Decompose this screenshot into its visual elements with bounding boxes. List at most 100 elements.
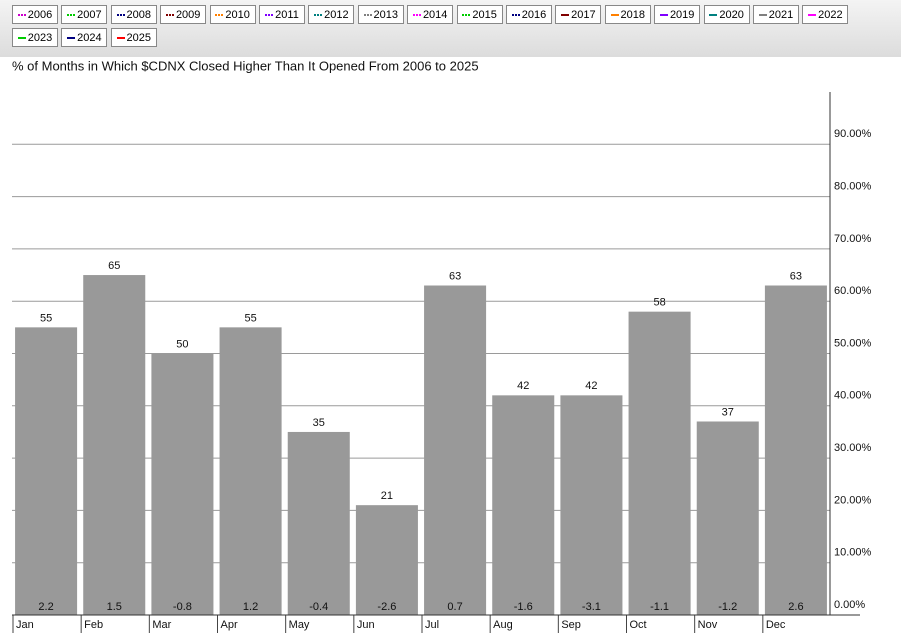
x-tick-label: Aug (493, 619, 513, 631)
year-toggle[interactable]: 2014 (407, 5, 454, 24)
legend-label: 2016 (521, 9, 547, 21)
legend-bar: 2006 2007 2008 2009 2010 2011 2012 2013 2014 2015… (0, 0, 901, 57)
y-tick-label: 0.00% (834, 599, 865, 611)
legend-swatch (17, 14, 26, 17)
legend-label: 2009 (175, 9, 201, 21)
year-toggle[interactable]: 2016 (506, 5, 552, 24)
value-label: 42 (585, 380, 597, 392)
year-toggle[interactable]: 2020 (703, 5, 750, 24)
x-tick-label: Sep (561, 619, 581, 631)
value-label: 55 (244, 312, 256, 324)
y-tick-label: 40.00% (834, 390, 872, 402)
x-tick-label: Dec (766, 619, 786, 631)
y-tick-label: 70.00% (834, 233, 872, 245)
y-tick-label: 30.00% (834, 442, 872, 454)
year-toggle[interactable]: 2017 (555, 5, 602, 24)
year-toggle[interactable]: 2019 (654, 5, 701, 24)
value-label: 58 (653, 297, 665, 309)
avg-change-label: -0.4 (309, 601, 328, 613)
legend-swatch (659, 14, 668, 17)
x-tick-label: Jun (357, 619, 375, 631)
year-toggle[interactable]: 2011 (259, 5, 305, 24)
value-label: 50 (176, 338, 188, 350)
legend-label: 2015 (472, 9, 497, 21)
value-label: 37 (722, 406, 734, 418)
legend-swatch (709, 14, 718, 17)
legend-swatch (17, 37, 26, 40)
bar (15, 327, 78, 615)
year-toggle[interactable]: 2018 (604, 5, 651, 24)
legend-label: 2012 (324, 9, 349, 21)
legend-label: 2023 (27, 32, 53, 44)
legend-label: 2025 (126, 32, 152, 44)
value-label: 63 (449, 270, 461, 282)
legend-swatch (116, 14, 125, 17)
year-toggle[interactable]: 2013 (357, 5, 404, 24)
bar (492, 395, 555, 615)
avg-change-label: -3.1 (582, 601, 601, 613)
y-tick-label: 80.00% (834, 181, 872, 193)
y-tick-label: 90.00% (834, 128, 872, 140)
value-label: 63 (790, 270, 802, 282)
legend-swatch (67, 14, 76, 17)
value-label: 55 (40, 312, 52, 324)
year-toggle[interactable]: 2022 (802, 5, 849, 24)
y-tick-label: 10.00% (834, 547, 872, 559)
chart-title: % of Months in Which $CDNX Closed Higher… (12, 58, 479, 73)
value-label: 65 (108, 260, 120, 272)
avg-change-label: -1.2 (718, 601, 737, 613)
year-toggle[interactable]: 2007 (61, 5, 108, 24)
legend-swatch (511, 14, 520, 17)
legend-swatch (412, 14, 421, 17)
legend-label: 2011 (275, 9, 299, 21)
legend-swatch (363, 14, 372, 17)
legend-label: 2006 (27, 9, 53, 21)
legend-label: 2014 (422, 9, 448, 21)
bar (355, 505, 418, 615)
legend-swatch (215, 14, 224, 17)
avg-change-label: 1.2 (243, 601, 258, 613)
bar (560, 395, 623, 615)
legend-swatch (67, 37, 76, 40)
legend-swatch (462, 14, 471, 17)
x-tick-label: May (289, 619, 310, 631)
bar (764, 285, 827, 615)
x-tick-label: Apr (221, 619, 238, 631)
year-toggle[interactable]: 2025 (110, 28, 157, 47)
bar (424, 285, 487, 615)
avg-change-label: -1.1 (650, 601, 669, 613)
legend-label: 2021 (768, 9, 794, 21)
legend-label: 2010 (225, 9, 250, 21)
chart: % of Months in Which $CDNX Closed Higher… (12, 58, 872, 633)
avg-change-label: 1.5 (107, 601, 122, 613)
year-toggle[interactable]: 2008 (110, 5, 157, 24)
legend-swatch (265, 14, 274, 17)
avg-change-label: 2.2 (38, 601, 53, 613)
avg-change-label: -0.8 (173, 601, 192, 613)
year-toggle[interactable]: 2024 (61, 28, 108, 47)
year-toggle[interactable]: 2009 (160, 5, 207, 24)
legend-label: 2008 (126, 9, 152, 21)
bar (83, 275, 146, 615)
x-tick-label: Nov (698, 619, 718, 631)
year-toggle[interactable]: 2010 (209, 5, 256, 24)
legend-label: 2017 (571, 9, 596, 21)
legend-label: 2024 (77, 32, 102, 44)
y-tick-label: 20.00% (834, 494, 872, 506)
y-tick-label: 60.00% (834, 285, 872, 297)
legend-label: 2022 (818, 9, 843, 21)
legend-swatch (610, 14, 619, 17)
year-toggle[interactable]: 2021 (753, 5, 799, 24)
bar (696, 421, 759, 615)
year-toggle[interactable]: 2006 (12, 5, 58, 24)
value-label: 21 (381, 490, 393, 502)
x-tick-label: Jan (16, 619, 34, 631)
value-label: 35 (313, 417, 325, 429)
year-toggle[interactable]: 2023 (12, 28, 58, 47)
legend-label: 2019 (669, 9, 695, 21)
y-tick-label: 50.00% (834, 337, 872, 349)
year-toggle[interactable]: 2015 (456, 5, 503, 24)
year-toggle[interactable]: 2012 (308, 5, 355, 24)
legend-swatch (808, 14, 817, 17)
